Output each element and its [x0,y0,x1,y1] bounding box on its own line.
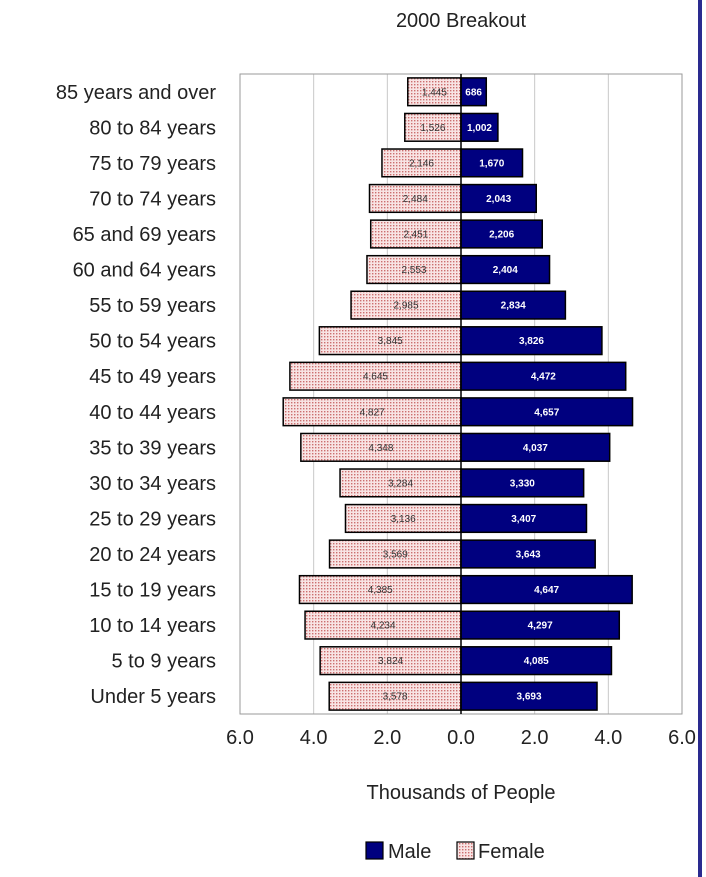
male-bar-label: 4,657 [534,407,559,418]
male-bar-label: 4,037 [523,443,548,454]
male-bar-label: 2,043 [486,194,511,205]
category-label: 85 years and over [56,82,216,104]
female-bar [407,77,462,107]
legend-swatch-male [365,841,384,860]
x-tick-label: 4.0 [300,727,328,749]
female-bar [282,397,462,427]
female-bar-label: 4,645 [363,372,388,383]
female-bar [319,646,462,676]
category-label: 5 to 9 years [111,651,216,673]
female-bar-label: 2,146 [409,158,434,169]
x-tick-label: 4.0 [594,727,622,749]
male-bar [460,610,621,640]
category-label: 65 and 69 years [73,224,216,246]
female-bar [328,681,462,711]
x-tick-label: 2.0 [373,727,401,749]
female-bar-label: 4,827 [360,407,385,418]
male-bar [460,361,627,391]
legend: Male Female [365,841,545,863]
male-bar-label: 2,404 [493,265,518,276]
category-label: 25 to 29 years [89,508,216,530]
category-label: 55 to 59 years [89,295,216,317]
male-bar [460,432,611,462]
male-bar-label: 686 [465,87,482,98]
male-bar [460,77,488,107]
male-bar-label: 4,472 [531,372,556,383]
category-label: 15 to 19 years [89,580,216,602]
category-label: 50 to 54 years [89,331,216,353]
male-bar-label: 3,826 [519,336,544,347]
category-label: 30 to 34 years [89,473,216,495]
male-bar [460,326,603,356]
female-bar [344,503,462,534]
x-tick-label: 0.0 [447,727,475,749]
x-tick-label: 6.0 [668,727,696,749]
category-label: 75 to 79 years [89,153,216,175]
female-bar-label: 4,348 [368,443,393,454]
category-label: Under 5 years [90,686,216,708]
female-bar-label: 3,569 [383,550,408,561]
female-bar-label: 3,845 [378,336,403,347]
male-bar-label: 4,085 [524,656,549,667]
category-label: 40 to 44 years [89,402,216,424]
male-bar-label: 3,643 [516,550,541,561]
category-label: 10 to 14 years [89,615,216,637]
female-bar-label: 2,484 [403,194,428,205]
male-bar [460,219,544,249]
male-bar-label: 2,834 [501,301,526,312]
category-label: 35 to 39 years [89,437,216,459]
male-bar [460,397,634,427]
female-bar-label: 3,284 [388,478,413,489]
male-bar [460,148,524,178]
female-bar-label: 2,985 [394,301,419,312]
male-bar-label: 1,670 [479,158,504,169]
female-bar [304,610,462,640]
legend-swatch-female [456,841,475,860]
female-bars: 1,445 1,526 2,146 2,484 2,451 2,553 2,985 3,845… [282,77,462,711]
x-axis-label: Thousands of People [366,782,555,804]
female-bar-label: 2,451 [403,230,428,241]
male-bar-label: 4,647 [534,585,559,596]
male-bars: 686 1,002 1,670 2,043 2,206 2,404 2,834 3,826 4,… [460,74,634,714]
legend-label-female: Female [478,841,545,863]
female-bar-label: 3,578 [383,692,408,703]
legend-label-male: Male [388,841,431,863]
category-label: 20 to 24 years [89,544,216,566]
male-bar-label: 2,206 [489,230,514,241]
male-bar [460,183,538,214]
female-bar [404,112,462,142]
x-tick-label: 6.0 [226,727,254,749]
female-bar-label: 2,553 [401,265,426,276]
category-label: 80 to 84 years [89,117,216,139]
category-labels: 85 years and over 80 to 84 years 75 to 79 … [56,82,216,708]
female-bar-label: 4,234 [371,621,396,632]
male-bar-label: 3,330 [510,478,535,489]
category-label: 60 and 64 years [73,260,216,282]
male-bar [460,681,598,711]
category-label: 70 to 74 years [89,188,216,210]
chart-title: 2000 Breakout [396,10,527,32]
female-bar-label: 4,385 [368,585,393,596]
male-bar [460,539,596,569]
male-bar-label: 3,693 [516,692,541,703]
female-bar-label: 3,136 [391,514,416,525]
female-bar-label: 3,824 [378,656,403,667]
female-bar [318,326,462,356]
female-bar [289,361,462,391]
male-bar-label: 4,297 [528,621,553,632]
right-edge-border [698,0,702,877]
female-bar [339,468,462,498]
male-bar [460,646,613,676]
male-bar-label: 3,407 [511,514,536,525]
x-tick-label: 2.0 [521,727,549,749]
male-bar [460,468,585,498]
male-bar-label: 1,002 [467,123,492,134]
category-label: 45 to 49 years [89,366,216,388]
female-bar [328,539,462,569]
female-bar [298,574,462,605]
female-bar-label: 1,526 [420,123,445,134]
female-bar-label: 1,445 [422,87,447,98]
x-tick-labels: 6.0 4.0 2.0 0.0 2.0 4.0 6.0 [226,727,696,749]
